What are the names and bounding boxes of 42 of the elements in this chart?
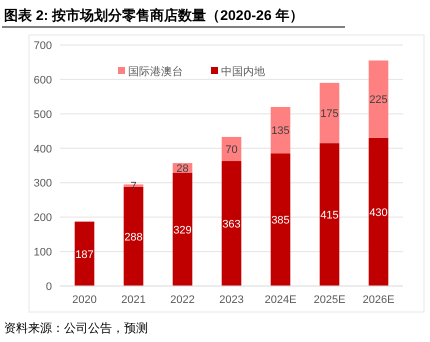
bar <box>368 138 388 286</box>
x-tick-label: 2024E <box>264 294 296 306</box>
data-label: 415 <box>320 210 339 222</box>
y-tick-label: 200 <box>34 212 52 224</box>
data-label: 187 <box>75 248 94 261</box>
data-label: 175 <box>320 108 339 120</box>
legend-label: 中国内地 <box>221 65 265 78</box>
chart-title: 图表 2: 按市场划分零售商店数量（2020-26 年） <box>4 7 304 23</box>
data-label: 363 <box>222 218 241 231</box>
bar <box>320 143 340 286</box>
text: 资料来源：公司公告，预测 <box>4 321 148 335</box>
data-label: 70 <box>225 144 238 156</box>
y-tick-label: 100 <box>34 246 52 259</box>
x-tick-label: 2026E <box>362 294 394 306</box>
x-tick-label: 2022 <box>170 294 195 306</box>
bar <box>222 136 242 162</box>
y-tick-label: 400 <box>34 143 52 156</box>
data-label: 225 <box>369 94 388 106</box>
y-tick-label: 500 <box>34 108 52 121</box>
x-tick-label: 2021 <box>121 294 146 306</box>
x-tick-label: 2025E <box>314 294 346 306</box>
bar <box>368 60 388 138</box>
y-tick-label: 700 <box>34 40 52 52</box>
bar <box>270 106 290 154</box>
bar <box>172 172 192 286</box>
legend-label: 国际港澳台 <box>128 65 183 78</box>
bar <box>222 161 242 286</box>
data-label: 329 <box>173 224 192 236</box>
y-tick-label: 300 <box>34 178 52 190</box>
data-label: 288 <box>124 231 143 244</box>
data-label: 385 <box>271 214 290 227</box>
data-label: 135 <box>271 125 290 138</box>
bar <box>74 222 94 286</box>
x-tick-label: 2023 <box>219 294 244 306</box>
bar <box>270 153 290 286</box>
data-label: 28 <box>176 162 189 175</box>
bar <box>320 82 340 144</box>
data-label: 430 <box>369 206 388 219</box>
y-tick-label: 600 <box>34 74 52 86</box>
y-tick-label: 0 <box>46 281 52 293</box>
data-label: 7 <box>130 180 137 193</box>
x-tick-label: 2020 <box>72 294 97 306</box>
